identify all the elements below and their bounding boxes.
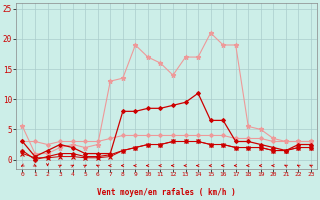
X-axis label: Vent moyen/en rafales ( km/h ): Vent moyen/en rafales ( km/h )	[97, 188, 236, 197]
